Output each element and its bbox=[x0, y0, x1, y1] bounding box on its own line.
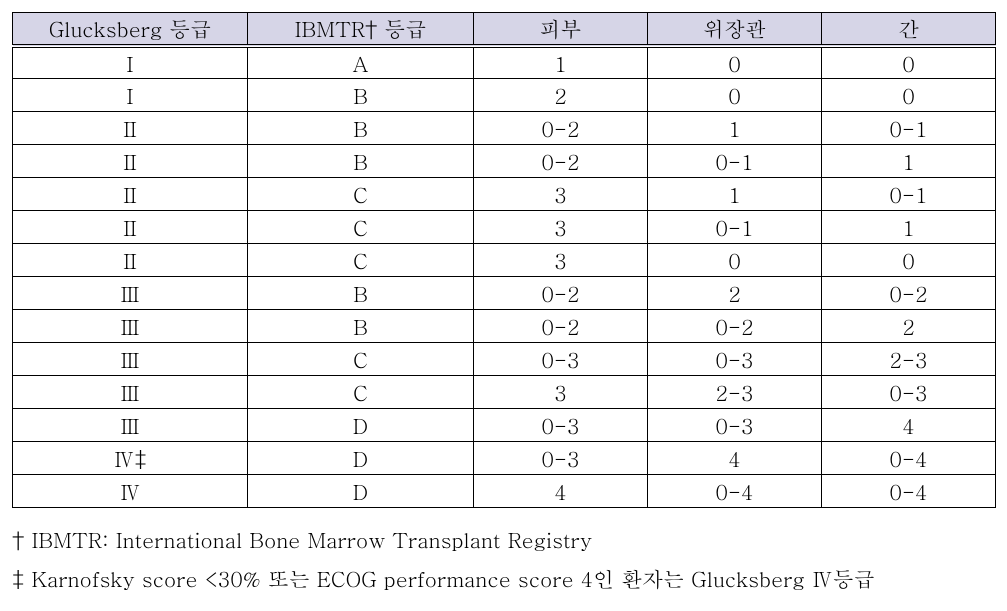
table-cell: 0-3 bbox=[822, 376, 996, 409]
table-cell: Ⅱ bbox=[13, 145, 248, 178]
table-cell: 0-4 bbox=[822, 475, 996, 508]
table-cell: 1 bbox=[474, 46, 648, 79]
table-row: ⅡC310-1 bbox=[13, 178, 996, 211]
table-row: ⅢB0-220-2 bbox=[13, 277, 996, 310]
table-cell: C bbox=[248, 244, 474, 277]
table-cell: B bbox=[248, 112, 474, 145]
table-cell: 0 bbox=[822, 79, 996, 112]
table-cell: 0-2 bbox=[474, 310, 648, 343]
table-cell: 0 bbox=[822, 244, 996, 277]
col-header-glucksberg: Glucksberg 등급 bbox=[13, 13, 248, 46]
footnote-karnofsky: ‡ Karnofsky score <30% 또는 ECOG performan… bbox=[12, 561, 995, 597]
table-cell: B bbox=[248, 277, 474, 310]
table-cell: 0-3 bbox=[474, 409, 648, 442]
table-cell: C bbox=[248, 343, 474, 376]
col-header-gi: 위장관 bbox=[648, 13, 822, 46]
table-cell: 0-2 bbox=[474, 277, 648, 310]
table-cell: 0-1 bbox=[822, 112, 996, 145]
table-cell: 1 bbox=[822, 145, 996, 178]
table-cell: 0-3 bbox=[474, 442, 648, 475]
table-cell: B bbox=[248, 79, 474, 112]
footnotes: † IBMTR: International Bone Marrow Trans… bbox=[12, 522, 995, 596]
table-cell: Ⅰ bbox=[13, 79, 248, 112]
table-cell: 0 bbox=[648, 79, 822, 112]
table-cell: 0 bbox=[822, 46, 996, 79]
table-cell: 3 bbox=[474, 376, 648, 409]
table-cell: C bbox=[248, 178, 474, 211]
table-cell: 1 bbox=[648, 178, 822, 211]
table-cell: 0-3 bbox=[648, 343, 822, 376]
table-cell: C bbox=[248, 376, 474, 409]
gvhd-grade-table: Glucksberg 등급 IBMTR† 등급 피부 위장관 간 ⅠA100ⅠB… bbox=[12, 12, 996, 508]
table-row: ⅡB0-210-1 bbox=[13, 112, 996, 145]
table-cell: C bbox=[248, 211, 474, 244]
table-cell: Ⅳ bbox=[13, 475, 248, 508]
table-row: ⅠB200 bbox=[13, 79, 996, 112]
table-cell: Ⅱ bbox=[13, 211, 248, 244]
table-cell: 2 bbox=[648, 277, 822, 310]
table-cell: Ⅱ bbox=[13, 244, 248, 277]
table-cell: Ⅲ bbox=[13, 310, 248, 343]
col-header-liver: 간 bbox=[822, 13, 996, 46]
table-cell: 0-1 bbox=[822, 178, 996, 211]
table-header-row: Glucksberg 등급 IBMTR† 등급 피부 위장관 간 bbox=[13, 13, 996, 46]
table-cell: 1 bbox=[822, 211, 996, 244]
table-cell: 0-2 bbox=[822, 277, 996, 310]
table-cell: B bbox=[248, 145, 474, 178]
table-cell: 0-3 bbox=[648, 409, 822, 442]
table-cell: 3 bbox=[474, 211, 648, 244]
table-row: ⅡC30-11 bbox=[13, 211, 996, 244]
table-row: ⅡC300 bbox=[13, 244, 996, 277]
footnote-ibmtr: † IBMTR: International Bone Marrow Trans… bbox=[12, 522, 995, 558]
table-cell: 0-2 bbox=[474, 145, 648, 178]
table-cell: D bbox=[248, 409, 474, 442]
table-cell: Ⅱ bbox=[13, 178, 248, 211]
table-body: ⅠA100ⅠB200ⅡB0-210-1ⅡB0-20-11ⅡC310-1ⅡC30-… bbox=[13, 46, 996, 508]
table-cell: 0-4 bbox=[822, 442, 996, 475]
table-cell: 1 bbox=[648, 112, 822, 145]
table-cell: B bbox=[248, 310, 474, 343]
table-cell: Ⅱ bbox=[13, 112, 248, 145]
table-cell: 0-2 bbox=[648, 310, 822, 343]
col-header-ibmtr: IBMTR† 등급 bbox=[248, 13, 474, 46]
table-cell: 3 bbox=[474, 178, 648, 211]
table-row: ⅢD0-30-34 bbox=[13, 409, 996, 442]
table-cell: Ⅲ bbox=[13, 409, 248, 442]
table-cell: 0-2 bbox=[474, 112, 648, 145]
table-row: ⅠA100 bbox=[13, 46, 996, 79]
table-cell: 0-1 bbox=[648, 145, 822, 178]
table-row: ⅢC32-30-3 bbox=[13, 376, 996, 409]
table-cell: D bbox=[248, 475, 474, 508]
table-cell: 0 bbox=[648, 46, 822, 79]
table-cell: D bbox=[248, 442, 474, 475]
table-cell: 2 bbox=[822, 310, 996, 343]
table-cell: 4 bbox=[822, 409, 996, 442]
table-cell: 2 bbox=[474, 79, 648, 112]
table-cell: 4 bbox=[648, 442, 822, 475]
table-row: ⅡB0-20-11 bbox=[13, 145, 996, 178]
table-cell: Ⅰ bbox=[13, 46, 248, 79]
table-row: ⅣD40-40-4 bbox=[13, 475, 996, 508]
table-row: ⅢC0-30-32-3 bbox=[13, 343, 996, 376]
table-cell: 2-3 bbox=[822, 343, 996, 376]
table-cell: 0-4 bbox=[648, 475, 822, 508]
table-cell: Ⅲ bbox=[13, 277, 248, 310]
table-row: Ⅳ‡D0-340-4 bbox=[13, 442, 996, 475]
table-cell: 0 bbox=[648, 244, 822, 277]
table-cell: 0-3 bbox=[474, 343, 648, 376]
table-cell: A bbox=[248, 46, 474, 79]
table-cell: 4 bbox=[474, 475, 648, 508]
table-cell: 0-1 bbox=[648, 211, 822, 244]
table-cell: Ⅳ‡ bbox=[13, 442, 248, 475]
table-cell: 3 bbox=[474, 244, 648, 277]
table-row: ⅢB0-20-22 bbox=[13, 310, 996, 343]
table-cell: Ⅲ bbox=[13, 376, 248, 409]
table-cell: Ⅲ bbox=[13, 343, 248, 376]
col-header-skin: 피부 bbox=[474, 13, 648, 46]
table-cell: 2-3 bbox=[648, 376, 822, 409]
